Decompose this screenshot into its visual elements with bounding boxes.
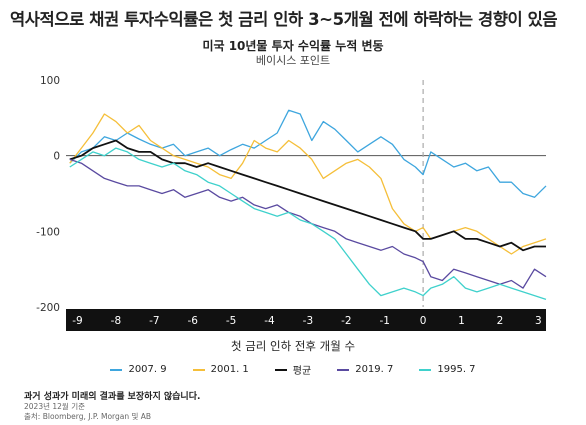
- x-tick-label: -8: [111, 315, 121, 327]
- x-tick-label: -7: [149, 315, 159, 327]
- x-tick-label: -5: [226, 315, 236, 327]
- legend-label: 2019. 7: [355, 364, 394, 375]
- legend-entry: 2007. 9: [110, 362, 167, 377]
- y-tick-label: 100: [40, 75, 60, 87]
- legend: 2007. 9 2001. 1 평균 2019. 7 1995. 7: [0, 362, 586, 377]
- legend-label: 2001. 1: [210, 364, 249, 375]
- chart-title: 미국 10년물 투자 수익률 누적 변동: [202, 39, 384, 53]
- legend-label: 1995. 7: [437, 364, 476, 375]
- y-tick-label: -200: [36, 302, 60, 314]
- date-note: 2023년 12월 기준: [24, 402, 85, 411]
- legend-label: 평균: [292, 366, 312, 377]
- x-tick-label: 3: [535, 315, 542, 327]
- x-axis-label: 첫 금리 인하 전후 개월 수: [230, 339, 356, 353]
- legend-swatch: [419, 368, 432, 371]
- x-tick-label: -2: [341, 315, 351, 327]
- legend-entry: 평균: [274, 362, 312, 377]
- legend-swatch: [192, 368, 205, 371]
- legend-entry: 1995. 7: [419, 362, 476, 377]
- x-tick-label: 1: [458, 315, 465, 327]
- x-tick-label: -3: [303, 315, 313, 327]
- series-line: [69, 147, 547, 301]
- x-tick-label: 2: [497, 315, 504, 327]
- legend-swatch: [110, 368, 123, 371]
- series-line: [69, 113, 547, 255]
- x-tick-label: 0: [420, 315, 427, 327]
- series-line: [69, 139, 546, 252]
- legend-label: 2007. 9: [128, 364, 167, 375]
- x-tick-label: -9: [72, 315, 82, 327]
- x-axis-bar: [66, 309, 546, 331]
- disclaimer: 과거 성과가 미래의 결과를 보장하지 않습니다.: [24, 392, 201, 402]
- legend-swatch: [274, 368, 287, 371]
- headline: 역사적으로 채권 투자수익률은 첫 금리 인하 3~5개월 전에 하락하는 경향…: [10, 10, 558, 29]
- y-tick-label: 0: [53, 151, 60, 163]
- y-axis-unit: 베이시스 포인트: [255, 54, 331, 67]
- y-tick-label: -100: [36, 226, 60, 238]
- source-note: 출처: Bloomberg, J.P. Morgan 및 AB: [24, 412, 152, 421]
- series-line: [69, 109, 547, 198]
- legend-entry: 2019. 7: [337, 362, 393, 377]
- legend-swatch: [337, 368, 350, 371]
- x-tick-label: -1: [379, 315, 389, 327]
- legend-entry: 2001. 1: [192, 362, 249, 377]
- line-chart: 100 0 -100 -200 -9 -8 -7 -6 -5 -4 -3 -2 -1 0 1 2 3: [36, 75, 547, 331]
- series-line: [69, 158, 547, 289]
- x-tick-label: -6: [187, 315, 198, 327]
- x-tick-label: -4: [264, 315, 275, 327]
